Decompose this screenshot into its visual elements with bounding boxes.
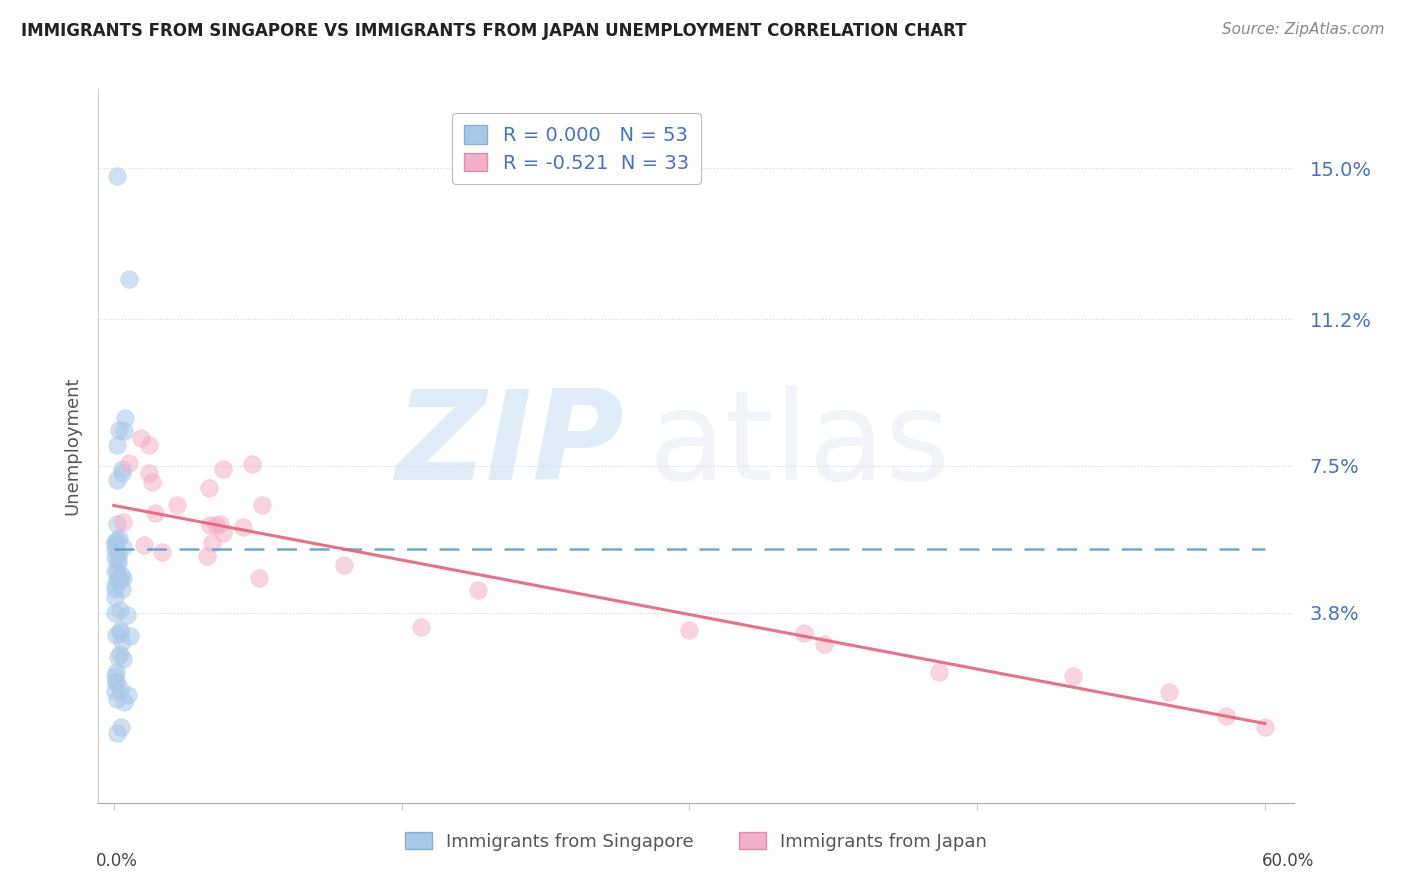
Point xyxy=(111,462,134,476)
Point xyxy=(201,535,224,549)
Legend: Immigrants from Singapore, Immigrants from Japan: Immigrants from Singapore, Immigrants fr… xyxy=(398,825,994,858)
Point xyxy=(138,438,160,452)
Point xyxy=(114,410,136,425)
Point xyxy=(110,572,132,586)
Point xyxy=(104,590,127,604)
Point xyxy=(112,695,135,709)
Point xyxy=(105,564,128,578)
Point xyxy=(107,552,129,566)
Point xyxy=(104,578,127,592)
Text: 0.0%: 0.0% xyxy=(96,852,138,870)
Point xyxy=(107,546,129,560)
Point xyxy=(104,607,127,621)
Point xyxy=(150,545,173,559)
Point xyxy=(110,568,132,582)
Point xyxy=(104,675,127,690)
Point xyxy=(110,582,132,596)
Point xyxy=(198,481,221,495)
Y-axis label: Unemployment: Unemployment xyxy=(63,376,82,516)
Point xyxy=(132,538,155,552)
Point xyxy=(928,665,950,680)
Point xyxy=(118,272,141,286)
Point xyxy=(111,652,134,666)
Point xyxy=(111,541,134,555)
Point xyxy=(110,623,132,637)
Point xyxy=(110,720,132,734)
Point xyxy=(108,625,131,640)
Point xyxy=(112,515,135,529)
Point xyxy=(1157,685,1180,699)
Point xyxy=(211,462,233,476)
Point xyxy=(108,573,131,587)
Point xyxy=(198,518,221,533)
Point xyxy=(107,557,129,571)
Point xyxy=(105,438,128,452)
Point xyxy=(118,456,141,470)
Point xyxy=(793,626,815,640)
Point xyxy=(141,475,163,490)
Point xyxy=(105,516,128,531)
Point xyxy=(1215,708,1237,723)
Point xyxy=(104,565,127,579)
Point xyxy=(117,688,139,702)
Point xyxy=(104,674,127,689)
Point xyxy=(467,583,489,598)
Point xyxy=(104,550,127,565)
Point xyxy=(105,628,128,642)
Text: ZIP: ZIP xyxy=(395,385,624,507)
Point xyxy=(409,620,432,634)
Point xyxy=(678,623,700,637)
Point xyxy=(250,498,273,512)
Point xyxy=(107,649,129,664)
Text: atlas: atlas xyxy=(648,385,950,507)
Point xyxy=(247,571,270,585)
Point xyxy=(120,629,142,643)
Point xyxy=(166,499,188,513)
Point xyxy=(105,533,128,548)
Text: 60.0%: 60.0% xyxy=(1263,852,1315,870)
Text: Source: ZipAtlas.com: Source: ZipAtlas.com xyxy=(1222,22,1385,37)
Point xyxy=(108,681,131,696)
Point xyxy=(105,573,128,587)
Point xyxy=(104,534,127,549)
Point xyxy=(240,457,263,471)
Point xyxy=(143,507,166,521)
Point xyxy=(108,602,131,616)
Point xyxy=(138,466,160,480)
Point xyxy=(104,536,127,550)
Point xyxy=(105,725,128,739)
Point xyxy=(117,608,139,623)
Point xyxy=(105,473,128,487)
Point xyxy=(197,549,219,563)
Point xyxy=(104,669,127,683)
Point xyxy=(333,558,356,573)
Point xyxy=(205,517,228,532)
Point xyxy=(105,692,128,706)
Point xyxy=(111,634,134,648)
Point xyxy=(112,424,135,438)
Point xyxy=(1062,669,1084,683)
Point xyxy=(108,647,131,661)
Point xyxy=(208,516,231,531)
Point xyxy=(111,467,134,481)
Point xyxy=(104,582,127,597)
Point xyxy=(105,169,128,184)
Point xyxy=(108,424,131,438)
Point xyxy=(108,531,131,545)
Point xyxy=(111,571,134,585)
Point xyxy=(1254,721,1277,735)
Text: IMMIGRANTS FROM SINGAPORE VS IMMIGRANTS FROM JAPAN UNEMPLOYMENT CORRELATION CHAR: IMMIGRANTS FROM SINGAPORE VS IMMIGRANTS … xyxy=(21,22,966,40)
Point xyxy=(104,543,127,558)
Point xyxy=(211,526,233,541)
Point xyxy=(232,519,254,533)
Point xyxy=(813,637,835,651)
Point xyxy=(104,684,127,698)
Point xyxy=(105,665,128,679)
Point xyxy=(129,431,152,445)
